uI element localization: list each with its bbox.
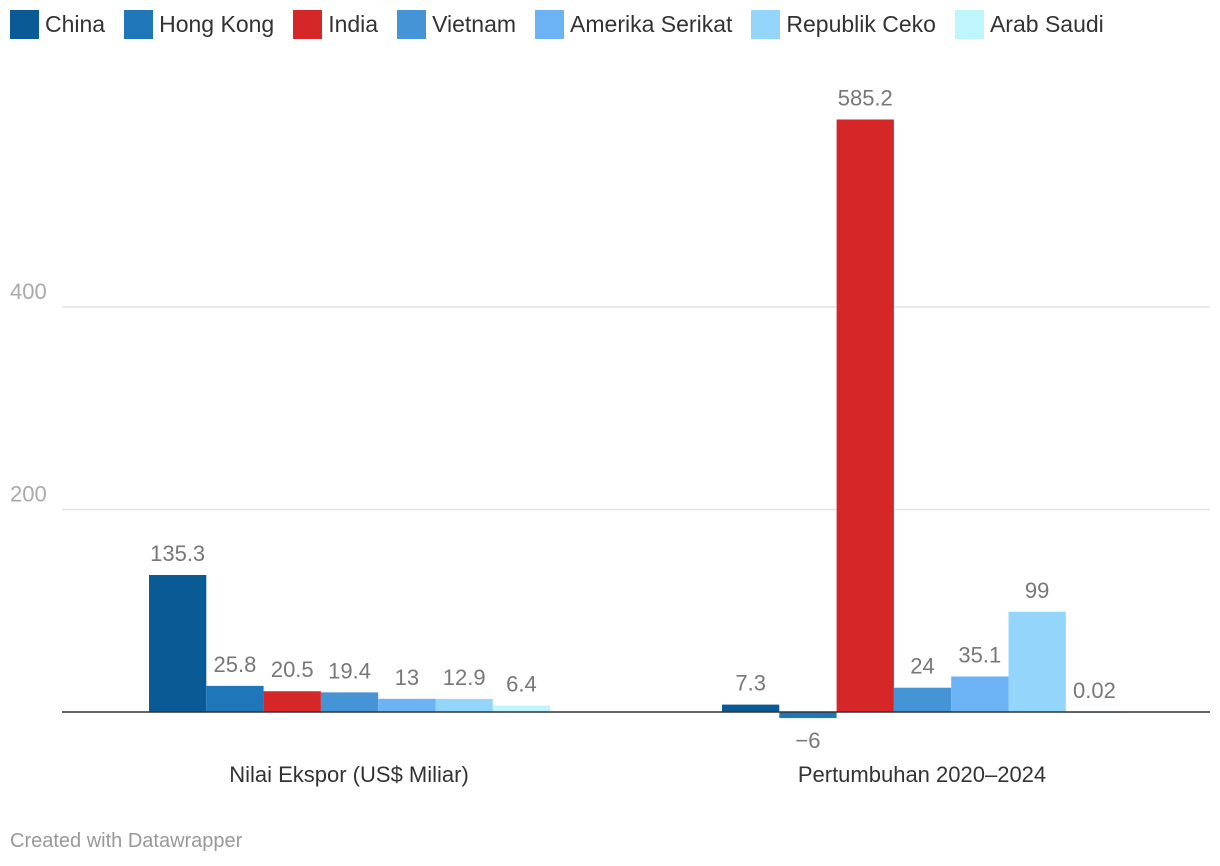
value-label: 13	[395, 665, 419, 690]
legend-label: Hong Kong	[159, 11, 275, 37]
legend-swatch	[10, 10, 39, 39]
value-label: 7.3	[735, 671, 766, 696]
legend-swatch	[124, 10, 154, 39]
legend-label: Republik Ceko	[786, 11, 936, 37]
bar	[722, 704, 780, 712]
value-label: 20.5	[271, 657, 314, 682]
category-label: Nilai Ekspor (US$ Miliar)	[229, 762, 469, 787]
credit-text: Created with Datawrapper	[10, 830, 243, 852]
legend-label: China	[45, 11, 106, 37]
value-label: 99	[1025, 578, 1049, 603]
legend-label: Amerika Serikat	[570, 11, 733, 37]
bar	[206, 685, 264, 712]
value-label: 35.1	[958, 642, 1001, 667]
bar	[1008, 611, 1066, 712]
bar	[435, 698, 493, 712]
legend-swatch	[397, 10, 427, 39]
legend-item: Hong Kong	[124, 10, 274, 39]
legend-label: Arab Saudi	[989, 11, 1104, 37]
value-label: 25.8	[214, 652, 257, 677]
legend-item: China	[10, 10, 105, 39]
bar	[149, 575, 207, 712]
legend-label: India	[328, 11, 379, 37]
bar	[779, 712, 837, 719]
value-label: 24	[910, 654, 934, 679]
value-label: 585.2	[838, 85, 893, 110]
bar	[320, 692, 379, 712]
y-tick-label: 400	[10, 279, 47, 304]
bar	[492, 705, 551, 712]
bar	[893, 687, 952, 712]
y-tick-label: 200	[10, 482, 47, 507]
legend-item: Vietnam	[397, 10, 516, 39]
legend-label: Vietnam	[432, 11, 517, 37]
value-label: 19.4	[328, 658, 371, 683]
value-label: 6.4	[506, 672, 537, 697]
legend-item: Republik Ceko	[751, 10, 936, 39]
value-label: 135.3	[150, 541, 205, 566]
value-label: 0.02	[1073, 678, 1116, 703]
legend-item: Arab Saudi	[954, 10, 1104, 39]
value-label: 12.9	[443, 665, 486, 690]
legend-swatch	[535, 10, 565, 39]
legend: China Hong Kong India Vietnam Amerika Serika…	[10, 10, 1123, 39]
bar	[263, 691, 321, 712]
bar	[836, 119, 894, 713]
legend-swatch	[293, 10, 323, 39]
bar	[951, 676, 1009, 712]
legend-item: India	[293, 10, 378, 39]
category-label: Pertumbuhan 2020–2024	[798, 762, 1046, 787]
legend-swatch	[954, 10, 984, 39]
legend-item: Amerika Serikat	[535, 10, 732, 39]
value-label: −6	[795, 728, 820, 753]
legend-swatch	[751, 10, 781, 39]
bar	[378, 698, 436, 712]
